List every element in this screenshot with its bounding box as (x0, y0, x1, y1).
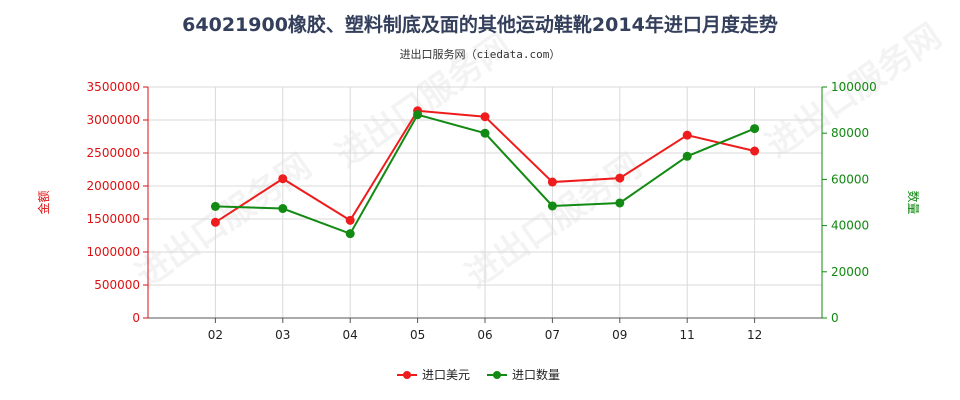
series-2-point (750, 124, 760, 134)
left-tick-label: 500000 (94, 278, 140, 292)
right-axis-ticks: 0 20000 40000 60000 80000 100000 (822, 80, 877, 325)
legend-swatch-marker (493, 371, 501, 379)
legend-label: 进口美元 (422, 368, 470, 382)
x-tick-label: 09 (612, 328, 627, 342)
series-1-point (278, 174, 288, 184)
legend-swatch-marker (403, 371, 411, 379)
x-tick-label: 12 (747, 328, 762, 342)
series-2-point (480, 128, 490, 138)
left-tick-label: 3000000 (87, 113, 140, 127)
series-1-point (480, 112, 490, 122)
series-1-point (345, 215, 355, 225)
right-tick-label: 0 (831, 311, 839, 325)
left-tick-label: 3500000 (87, 80, 140, 94)
left-tick-label: 2000000 (87, 179, 140, 193)
series-2-point (682, 151, 692, 161)
series-1-point (615, 173, 625, 183)
x-tick-label: 07 (545, 328, 560, 342)
x-tick-label: 03 (275, 328, 290, 342)
x-tick-label: 06 (477, 328, 492, 342)
right-tick-label: 80000 (831, 126, 869, 140)
series-2-point (210, 201, 220, 211)
legend: 进口美元 进口数量 (397, 367, 560, 382)
series-1-point (682, 130, 692, 140)
right-tick-label: 40000 (831, 219, 869, 233)
series-layer (210, 106, 760, 239)
chart-subtitle: 进出口服务网（ciedata.com） (400, 47, 561, 61)
series-2-point (615, 198, 625, 208)
legend-label: 进口数量 (512, 367, 560, 382)
right-axis-title: 数量 (906, 190, 921, 214)
right-tick-label: 20000 (831, 265, 869, 279)
chart-title: 64021900橡胶、塑料制底及面的其他运动鞋靴2014年进口月度走势 (182, 13, 778, 36)
x-tick-label: 05 (410, 328, 425, 342)
left-tick-label: 0 (132, 311, 140, 325)
left-axis-ticks: 0 500000 1000000 1500000 2000000 2500000 30000… (87, 80, 148, 325)
right-tick-label: 60000 (831, 172, 869, 186)
left-tick-label: 2500000 (87, 146, 140, 160)
series-1-point (547, 177, 557, 187)
x-tick-label: 11 (680, 328, 695, 342)
x-axis-ticks: 02 03 04 05 06 07 09 11 12 (208, 318, 762, 342)
watermark-text: 进出口服务网 (129, 146, 319, 296)
series-1-point (750, 146, 760, 156)
series-2-point (413, 110, 423, 120)
series-2-point (345, 229, 355, 239)
series-1-point (210, 217, 220, 227)
series-2-point (278, 204, 288, 214)
left-tick-label: 1000000 (87, 245, 140, 259)
right-tick-label: 100000 (831, 80, 877, 94)
left-tick-label: 1500000 (87, 212, 140, 226)
x-tick-label: 02 (208, 328, 223, 342)
series-2-point (547, 201, 557, 211)
x-tick-label: 04 (343, 328, 358, 342)
left-axis-title: 金额 (36, 190, 51, 214)
